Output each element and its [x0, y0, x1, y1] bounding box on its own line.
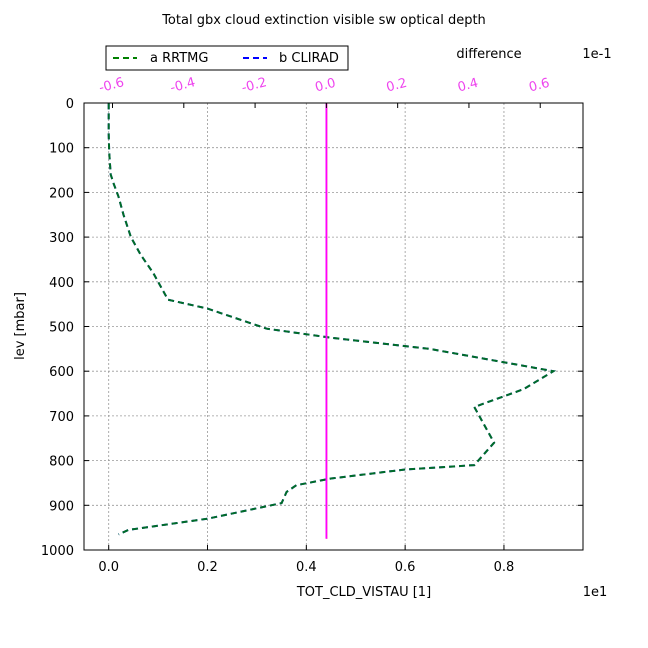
y-tick-label: 300 [49, 231, 74, 246]
legend: a RRTMG b CLIRAD [105, 45, 349, 71]
top-tick-label: -0.6 [97, 75, 125, 96]
y-tick-label: 100 [49, 142, 74, 157]
series-line-clirad [107, 103, 557, 536]
x-tick-label: 0.0 [98, 560, 119, 575]
x-scale-label: 1e1 [583, 585, 608, 600]
tick-layer: 0.0 0.2 0.4 0.6 0.8 0 100 200 300 400 500 600 700 800… [41, 75, 583, 575]
top-tick-label: 0.4 [456, 76, 480, 96]
series-line-rrtmg [107, 103, 557, 536]
y-tick-label: 200 [49, 186, 74, 201]
top-tick-label: -0.2 [240, 75, 268, 96]
y-tick-label: 600 [49, 365, 74, 380]
legend-label-clirad: b CLIRAD [279, 51, 339, 66]
top-tick-label: 0.6 [527, 76, 551, 96]
y-tick-label: 0 [66, 97, 74, 112]
top-scale-label: 1e-1 [582, 47, 611, 62]
y-tick-label: 400 [49, 276, 74, 291]
top-tick-label: 0.0 [314, 76, 338, 96]
x-axis-label: TOT_CLD_VISTAU [1] [296, 585, 431, 600]
y-tick-label: 900 [49, 499, 74, 514]
y-tick-label: 800 [49, 455, 74, 470]
x-tick-label: 0.2 [197, 560, 218, 575]
chart-title: Total gbx cloud extinction visible sw op… [161, 13, 486, 28]
grid-layer [84, 102, 583, 551]
y-tick-label: 700 [49, 410, 74, 425]
top-axis-label: difference [456, 47, 521, 62]
legend-label-rrtmg: a RRTMG [150, 51, 208, 66]
y-tick-label: 500 [49, 321, 74, 336]
x-tick-label: 0.6 [395, 560, 416, 575]
legend-box [105, 45, 349, 71]
y-tick-label: 1000 [41, 544, 74, 559]
top-tick-label: 0.2 [385, 76, 409, 96]
y-axis-label: lev [mbar] [13, 292, 28, 360]
x-tick-label: 0.4 [296, 560, 317, 575]
series-layer [107, 103, 557, 539]
x-tick-label: 0.8 [494, 560, 515, 575]
top-tick-label: -0.4 [169, 75, 197, 96]
